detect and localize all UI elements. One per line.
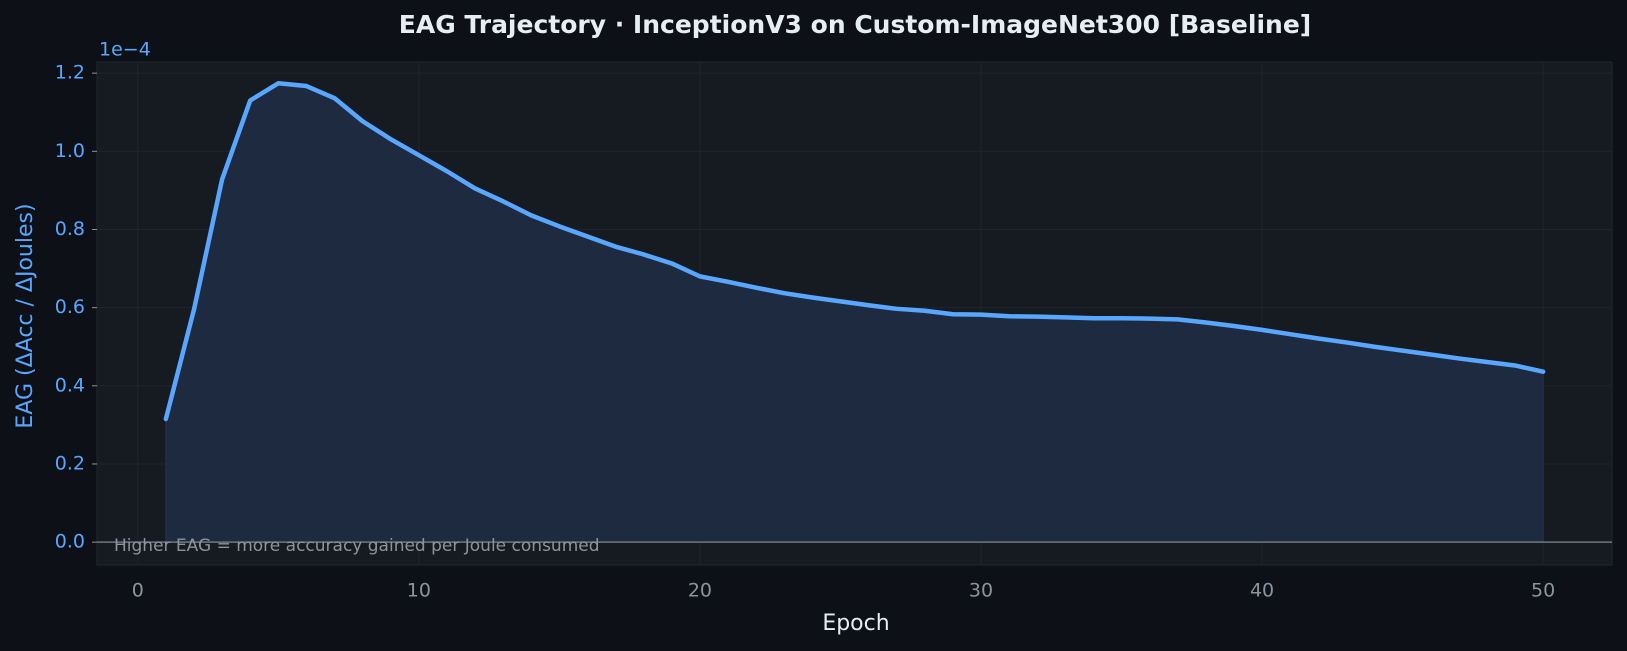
annotation: Higher EAG = more accuracy gained per Jo… bbox=[114, 536, 600, 556]
y-tick-label: 0.8 bbox=[55, 218, 85, 240]
x-tick-label: 40 bbox=[1250, 580, 1274, 602]
chart-title: EAG Trajectory · InceptionV3 on Custom-I… bbox=[399, 10, 1311, 39]
y-tick-label: 1.2 bbox=[55, 62, 85, 84]
x-tick-label: 0 bbox=[132, 580, 144, 602]
x-tick-label: 30 bbox=[969, 580, 993, 602]
x-axis-label: Epoch bbox=[822, 611, 889, 636]
y-tick-label: 0.4 bbox=[55, 374, 85, 396]
line bbox=[163, 81, 1546, 422]
x-tick-label: 50 bbox=[1531, 580, 1555, 602]
y-tick-label: 1.0 bbox=[55, 140, 85, 162]
y-tick-label: 0.6 bbox=[55, 296, 85, 318]
y-tick-label: 0.2 bbox=[55, 452, 85, 474]
y-offset-label: 1e−4 bbox=[99, 39, 151, 61]
y-tick-label: 0.0 bbox=[55, 531, 85, 553]
x-tick-label: 10 bbox=[407, 580, 431, 602]
y-axis-label: EAG (ΔAcc / ΔJoules) bbox=[13, 203, 38, 428]
x-tick-label: 20 bbox=[688, 580, 712, 602]
